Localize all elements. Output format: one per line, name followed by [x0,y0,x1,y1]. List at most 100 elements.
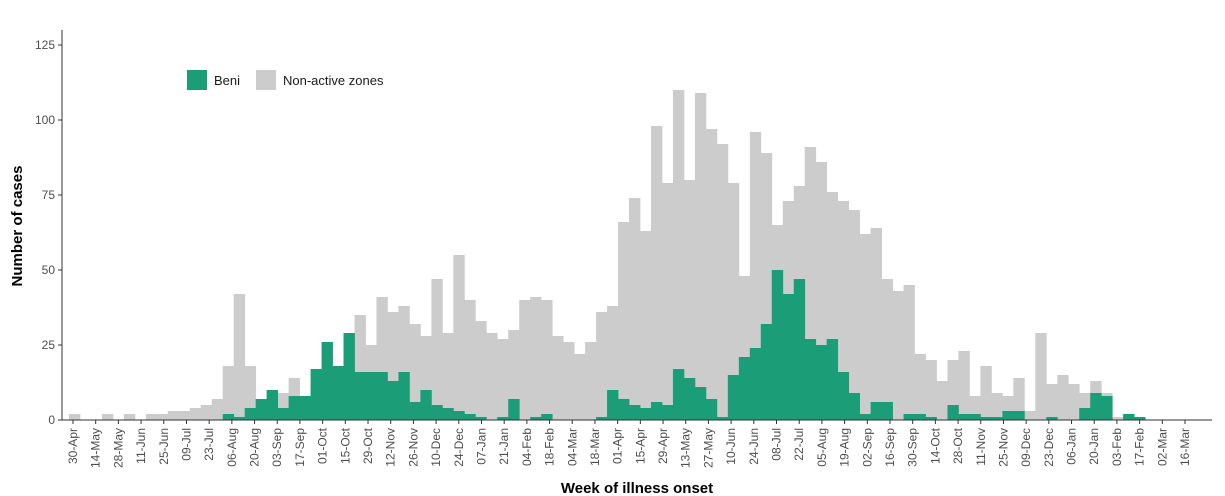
bar-non-active [705,129,718,420]
bar-non-active [145,414,158,420]
x-tick-label: 24-Jun [747,428,761,465]
x-tick-label: 24-Dec [452,428,466,467]
x-tick-label: 30-Apr [66,428,80,464]
bar-beni [530,417,542,420]
x-tick-label: 03-Feb [1110,428,1124,466]
bar-beni [629,405,641,420]
bar-beni [365,372,377,420]
bar-non-active [211,399,224,420]
bar-beni [859,414,871,420]
bar-beni [661,405,674,420]
bar-non-active [826,192,839,420]
bar-non-active [200,405,213,420]
bar-non-active [1057,375,1069,420]
x-tick-label: 16-Mar [1178,428,1192,466]
bar-non-active [1068,384,1080,420]
bar-non-active [991,393,1003,420]
bar-non-active [859,234,871,420]
bar-beni [760,324,773,420]
bar-non-active [727,183,740,420]
bar-beni [618,399,630,420]
bar-non-active [398,306,410,420]
x-tick-label: 15-Apr [633,428,647,464]
x-tick-label: 04-Mar [565,428,579,466]
bar-non-active [1002,396,1014,420]
bar-non-active [244,366,257,420]
bar-beni [870,402,882,420]
bar-beni [354,372,366,420]
bar-non-active [947,360,959,420]
x-tick-label: 23-Dec [1042,428,1056,467]
x-tick-label: 09-Dec [1019,428,1033,467]
bar-non-active [563,342,575,420]
bar-beni [607,390,619,420]
bar-beni [969,414,981,420]
x-tick-label: 06-Jan [1065,428,1079,465]
legend-label-beni: Beni [214,73,240,88]
bar-non-active [486,333,498,420]
bar-beni [541,414,553,420]
bar-non-active [1013,378,1025,420]
x-tick-label: 22-Jul [792,428,806,461]
x-tick-label: 30-Sep [906,428,920,467]
x-tick-label: 14-Oct [928,427,942,464]
bar-non-active [409,324,421,420]
bar-non-active [69,414,81,420]
bar-non-active [760,153,773,420]
bar-beni [782,294,795,420]
bar-beni [255,399,268,420]
bar-beni [815,345,828,420]
bar-non-active [607,306,619,420]
bar-beni [233,417,246,420]
bar-beni [881,402,893,420]
bar-beni [464,414,476,420]
x-tick-label: 11-Jun [134,428,148,464]
bar-non-active [431,279,443,420]
bar-non-active [1046,384,1058,420]
legend-swatch-non-active [256,70,276,90]
x-tick-label: 01-Oct [316,427,330,464]
y-tick-label: 125 [35,38,55,52]
bar-beni [442,408,454,420]
bar-beni [1123,414,1135,420]
bar-non-active [848,210,861,420]
bar-non-active [815,162,828,420]
bar-non-active [661,183,674,420]
bar-beni [914,414,926,420]
bar-non-active [870,228,882,420]
bar-non-active [903,285,915,420]
bar-beni [420,390,432,420]
x-tick-label: 12-Nov [384,428,398,467]
bar-beni [497,417,509,420]
bar-non-active [101,414,114,420]
x-tick-label: 21-Jan [497,428,511,465]
bar-beni [1101,396,1113,420]
x-tick-label: 05-Aug [815,428,829,467]
non-active-bars [69,90,1124,420]
x-tick-label: 28-May [111,428,125,468]
bar-beni [694,387,707,420]
bar-beni [244,408,257,420]
bar-beni [958,414,970,420]
x-tick-label: 20-Aug [248,428,262,467]
bar-non-active [442,333,454,420]
bar-beni [1079,408,1091,420]
legend: Beni Non-active zones [187,70,384,90]
bar-non-active [1079,393,1091,420]
x-tick-label: 06-Aug [225,428,239,467]
bar-non-active [387,312,399,420]
y-ticks: 0 25 50 75 100 125 [35,38,62,427]
x-tick-label: 10-Jun [724,428,738,465]
bar-non-active [804,147,817,420]
y-tick-label: 75 [42,188,56,202]
bar-beni [991,417,1003,420]
x-tick-label: 10-Dec [429,428,443,467]
bar-non-active [683,180,696,420]
x-tick-label: 29-Oct [361,427,375,464]
bar-beni [277,408,290,420]
bar-beni [266,390,279,420]
bar-non-active [453,255,465,420]
bar-beni [837,372,850,420]
bar-beni [716,417,729,420]
bar-beni [980,417,992,420]
